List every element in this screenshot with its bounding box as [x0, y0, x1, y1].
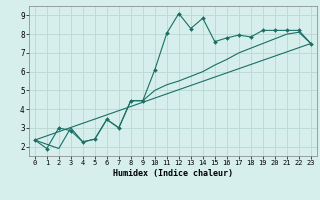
X-axis label: Humidex (Indice chaleur): Humidex (Indice chaleur) — [113, 169, 233, 178]
